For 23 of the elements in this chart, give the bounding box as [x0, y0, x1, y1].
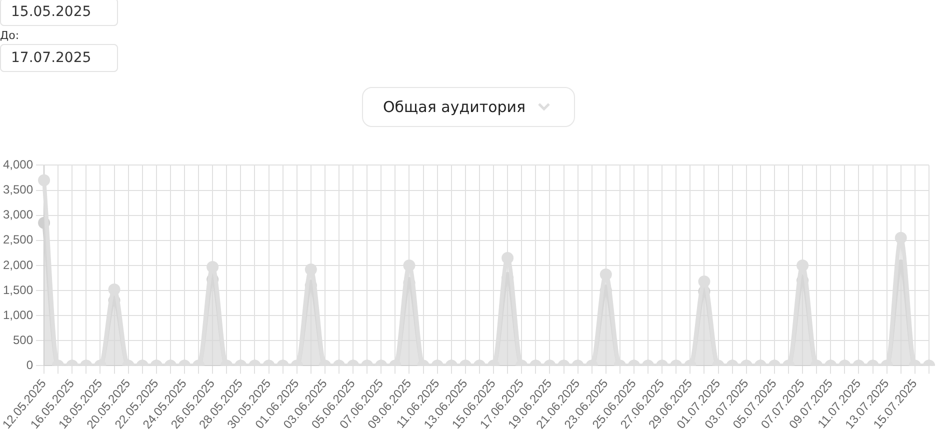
text: 15.05.2025: [0, 0, 118, 26]
point: [600, 268, 612, 280]
text: До:: [0, 29, 20, 42]
point: [206, 260, 219, 273]
point: [894, 232, 907, 244]
point: [796, 259, 809, 272]
point: [502, 252, 514, 264]
point: [108, 284, 120, 296]
y-tick-label: 3,000: [3, 208, 34, 222]
text: Общая аудитория: [383, 98, 526, 116]
y-tick-label: 2,500: [3, 232, 34, 247]
point: [38, 174, 50, 186]
y-tick-label: 2,000: [3, 258, 34, 272]
y-tick-label: 1,000: [3, 308, 34, 322]
y-tick-label: 1,500: [3, 282, 34, 297]
point: [304, 263, 317, 276]
point: [698, 276, 710, 288]
y-tick-label: 3,500: [3, 182, 34, 197]
y-tick-label: 500: [13, 332, 34, 347]
y-tick-label: 0: [26, 358, 34, 372]
y-tick-label: 4,000: [3, 158, 34, 172]
point: [403, 259, 416, 272]
text: 17.07.2025: [0, 44, 118, 72]
